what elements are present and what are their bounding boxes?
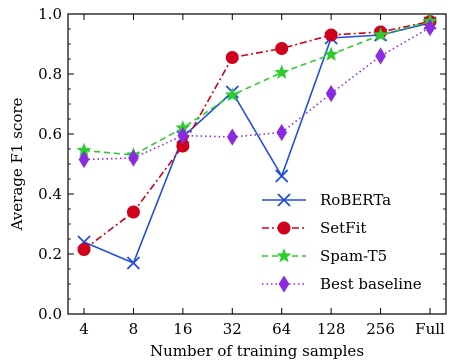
- legend-label-setfit: SetFit: [320, 219, 366, 237]
- x-tick-label: Full: [415, 320, 445, 338]
- data-point-best-baseline: [375, 47, 386, 65]
- y-tick-label: 1.0: [38, 5, 62, 23]
- data-point-best-baseline: [424, 18, 436, 37]
- data-point-setfit: [126, 205, 140, 219]
- x-tick-label: 16: [173, 320, 192, 338]
- data-point-spam-t5: [323, 46, 339, 61]
- data-point-spam-t5: [373, 27, 389, 42]
- data-point-best-baseline: [325, 84, 337, 103]
- data-point-spam-t5: [274, 64, 290, 79]
- data-point-best-baseline: [128, 149, 139, 167]
- y-tick-label: 0.0: [38, 305, 62, 323]
- x-axis-label: Number of training samples: [150, 342, 364, 360]
- data-point-setfit: [324, 28, 338, 42]
- data-point-best-baseline: [177, 126, 189, 145]
- legend-label-spam-t5: Spam-T5: [320, 247, 387, 265]
- data-point-roberta: [126, 256, 141, 270]
- data-point-best-baseline: [276, 123, 288, 142]
- x-tick-label: 256: [366, 320, 395, 338]
- x-tick-label: 32: [223, 320, 242, 338]
- x-tick-label: 128: [317, 320, 346, 338]
- data-point-spam-t5: [224, 87, 240, 102]
- plot-frame: [67, 13, 447, 315]
- legend-marker-roberta: [277, 193, 291, 207]
- data-point-setfit: [275, 42, 289, 55]
- series-line-spam-t5: [83, 20, 431, 156]
- data-point-setfit: [225, 51, 239, 64]
- legend-marker-setfit: [277, 221, 291, 235]
- marker-stroke: [275, 169, 289, 183]
- series-line-roberta: [83, 22, 431, 265]
- y-axis-label: Average F1 score: [8, 97, 26, 231]
- series-line-best-baseline: [83, 26, 431, 161]
- x-tick-label: 4: [79, 320, 89, 338]
- y-tick-label: 0.8: [38, 65, 62, 83]
- legend-label-best-baseline: Best baseline: [320, 275, 422, 293]
- x-tick-label: 64: [272, 320, 291, 338]
- legend-label-roberta: RoBERTa: [320, 191, 391, 209]
- legend-marker-best-baseline: [278, 275, 290, 293]
- y-tick-label: 0.6: [38, 125, 62, 143]
- marker-stroke: [277, 193, 291, 207]
- data-point-best-baseline: [226, 128, 238, 146]
- data-point-roberta: [275, 169, 289, 183]
- marker-stroke: [126, 256, 141, 270]
- x-tick-label: 8: [129, 320, 139, 338]
- y-tick-label: 0.4: [38, 185, 62, 203]
- legend-marker-spam-t5: [276, 248, 292, 263]
- data-point-setfit: [77, 243, 91, 256]
- series-line-setfit: [83, 20, 431, 251]
- data-point-best-baseline: [78, 150, 90, 169]
- y-tick-label: 0.2: [38, 245, 62, 263]
